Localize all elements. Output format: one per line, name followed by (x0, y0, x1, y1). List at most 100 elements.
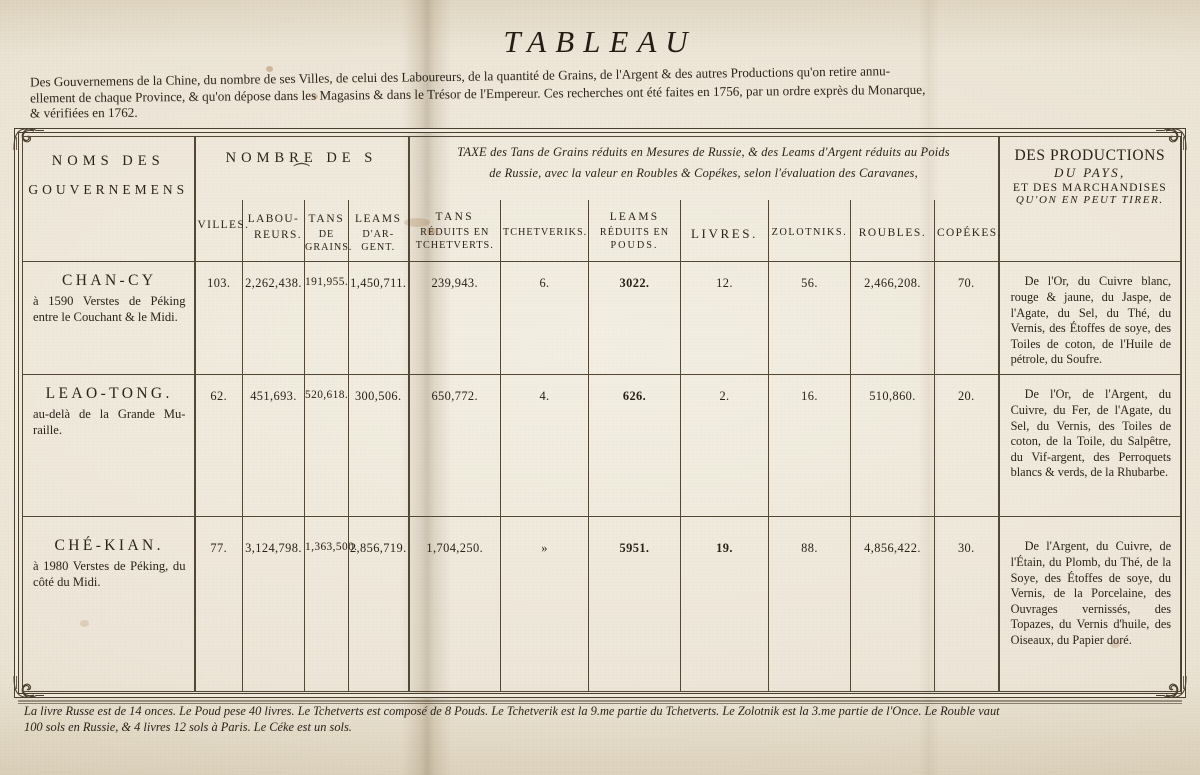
cell-tans-tchetverts: 239,943. (408, 261, 501, 376)
header-col-livres: LIVRES. (680, 199, 769, 263)
document-subtitle: Des Gouvernemens de la Chine, du nombre … (16, 63, 1184, 120)
header-taxe-line-2: de Russie, avec la valeur en Roubles & C… (410, 165, 998, 186)
cell-tans-grains: 1,363,500. (304, 516, 358, 692)
value-villes: 77. (210, 541, 228, 556)
header-col-leams-pouds: LEAMS RÉDUITS EN POUDS. (588, 199, 681, 263)
cell-livres: 12. (680, 261, 769, 376)
cell-leams-argent: 2,856,719. (348, 516, 410, 692)
value-roubles: 510,860. (869, 389, 916, 404)
table-row: CHÉ-KIAN. à 1980 Verstes de Péking, du c… (22, 516, 1182, 692)
header-livres-label: LIVRES. (691, 225, 758, 241)
value-productions: De l'Or, du Cuivre blanc, rouge & jaune,… (1010, 274, 1172, 367)
cell-tans-tchetverts: 650,772. (408, 374, 501, 518)
header-productions-l2: DU PAYS, (1053, 165, 1126, 180)
header-col-copekes: COPÉKES. (933, 199, 1000, 263)
value-livres: 19. (716, 541, 733, 556)
cell-leams-pouds: 626. (588, 374, 681, 518)
header-villes-label: VILLES. (197, 218, 250, 231)
value-productions: De l'Or, de l'Argent, du Cuivre, du Fer,… (1010, 387, 1172, 480)
gouvernement-description: au-delà de la Grande Mu-raille. (33, 407, 186, 438)
gouvernement-block: CHÉ-KIAN. à 1980 Verstes de Péking, du c… (23, 517, 194, 594)
value-laboureurs: 451,693. (250, 389, 297, 404)
footnote-line-1: La livre Russe est de 14 onces. Le Poud … (24, 704, 1000, 718)
cell-leams-argent: 300,506. (348, 374, 410, 518)
value-villes: 62. (210, 389, 228, 404)
header-col-leams-argent: LEAMS D'AR- GENT. (348, 199, 410, 263)
gouvernement-block: CHAN-CY à 1590 Verstes de Péking entre l… (23, 262, 194, 329)
value-productions: De l'Argent, du Cuivre, de l'Étain, du P… (1010, 539, 1172, 648)
cell-laboureurs: 3,124,798. (242, 516, 305, 692)
value-leams-argent: 300,506. (354, 389, 402, 404)
footnote-line-2: 100 sols en Russie, & 4 livres 12 sols à… (24, 720, 352, 734)
cell-livres: 2. (680, 374, 769, 518)
value-laboureurs: 2,262,438. (245, 276, 302, 291)
cell-copekes: 20. (933, 374, 1000, 518)
value-copekes: 30. (957, 541, 975, 556)
cell-laboureurs: 2,262,438. (242, 261, 305, 376)
header-taxe-line-1: TAXE des Tans de Grains réduits en Mesur… (410, 137, 998, 165)
cell-tchetveriks: » (500, 516, 589, 692)
header-noms-des: NOMS DES (51, 153, 165, 169)
value-tans-tchetverts: 239,943. (431, 276, 479, 291)
value-leams-argent: 2,856,719. (349, 541, 407, 556)
cell-copekes: 30. (933, 516, 1000, 692)
table-frame: NOMS DES GOUVERNEMENS NOMBRE DE S ⏜ TAXE… (13, 128, 1187, 698)
table-group-header-row: NOMS DES GOUVERNEMENS NOMBRE DE S ⏜ TAXE… (22, 135, 1182, 263)
header-group-taxe: TAXE des Tans de Grains réduits en Mesur… (407, 135, 1000, 200)
header-leams-argent-l2: D'AR- (362, 228, 395, 240)
row-gouvernement-cell: CHÉ-KIAN. à 1980 Verstes de Péking, du c… (22, 516, 196, 692)
cell-tans-tchetverts: 1,704,250. (408, 516, 501, 692)
header-tans-tchetverts-l2: RÉDUITS EN (420, 226, 490, 238)
header-nombres-de: NOMBRE DE S (225, 150, 378, 166)
cell-roubles: 510,860. (850, 374, 935, 518)
header-laboureurs-l1: LABOU- (247, 212, 300, 225)
header-group-nombres: NOMBRE DE S ⏜ (194, 135, 410, 200)
header-laboureurs-l2: REURS. (254, 228, 302, 241)
cell-copekes: 70. (933, 261, 1000, 376)
cell-productions: De l'Or, de l'Argent, du Cuivre, du Fer,… (998, 374, 1182, 518)
value-tans-grains: 191,955. (305, 276, 349, 289)
value-tans-grains: 1,363,500. (305, 541, 358, 554)
cell-roubles: 4,856,422. (850, 516, 935, 692)
table-column-header-row: VILLES. LABOU- REURS. TANS DE GRAINS. LE… (23, 199, 1181, 263)
header-productions: DES PRODUCTIONS DU PAYS, ET DES MARCHAND… (1000, 137, 1181, 210)
header-leams-pouds-l3: POUDS. (610, 239, 659, 251)
header-productions-l1: DES PRODUCTIONS (1014, 147, 1166, 164)
cell-leams-pouds: 5951. (588, 516, 681, 692)
value-tchetveriks: 4. (539, 389, 550, 404)
header-tans-grains-l3: GRAINS. (305, 241, 353, 253)
cell-productions: De l'Argent, du Cuivre, de l'Étain, du P… (998, 516, 1182, 692)
value-tchetveriks: » (541, 541, 548, 556)
cell-villes: 103. (194, 261, 243, 376)
value-tans-grains: 520,618. (305, 389, 349, 402)
cell-zolotniks: 56. (768, 261, 851, 376)
header-tans-grains-l1: TANS (308, 212, 345, 225)
header-col-tchetveriks: TCHETVERIKS. (500, 199, 589, 263)
cell-tchetveriks: 4. (500, 374, 589, 518)
header-productions-l3: ET DES MARCHANDISES (1012, 181, 1167, 194)
row-gouvernement-cell: CHAN-CY à 1590 Verstes de Péking entre l… (22, 261, 196, 376)
row-gouvernement-cell: LEAO-TONG. au-delà de la Grande Mu-raill… (22, 374, 196, 518)
value-zolotniks: 88. (801, 541, 818, 556)
gouvernement-description: à 1980 Verstes de Péking, du côté du Mid… (33, 559, 186, 590)
value-leams-pouds: 5951. (619, 541, 650, 556)
header-tans-grains-l2: DE (318, 228, 335, 240)
cell-roubles: 2,466,208. (850, 261, 935, 376)
header-taxe-text-1: TAXE des Tans de Grains réduits en Mesur… (457, 145, 950, 159)
cell-tchetveriks: 6. (500, 261, 589, 376)
footer-rule-ornament-icon (18, 700, 1182, 704)
cell-leams-argent: 1,450,711. (348, 261, 410, 376)
header-col-laboureurs: LABOU- REURS. (242, 199, 305, 263)
value-tans-tchetverts: 1,704,250. (426, 541, 484, 556)
cell-tans-grains: 520,618. (304, 374, 349, 518)
cell-laboureurs: 451,693. (242, 374, 305, 518)
header-leams-argent-l1: LEAMS (354, 212, 402, 225)
table-row: CHAN-CY à 1590 Verstes de Péking entre l… (22, 261, 1182, 376)
brace-ornament-icon: ⏜ (293, 163, 310, 182)
value-roubles: 4,856,422. (864, 541, 921, 556)
value-copekes: 70. (957, 276, 975, 291)
cell-zolotniks: 16. (768, 374, 851, 518)
value-villes: 103. (207, 276, 231, 291)
value-tans-tchetverts: 650,772. (431, 389, 479, 404)
statistics-table: NOMS DES GOUVERNEMENS NOMBRE DE S ⏜ TAXE… (22, 135, 1182, 692)
